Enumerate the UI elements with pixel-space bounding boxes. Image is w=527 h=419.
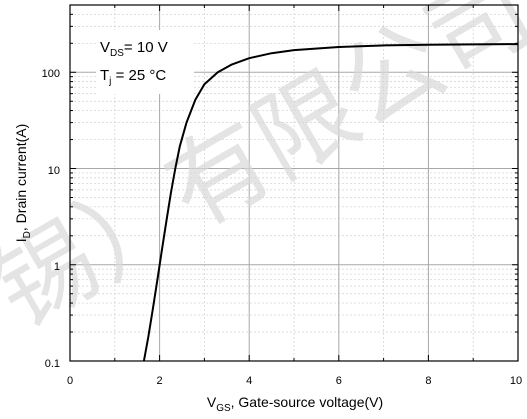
annotation-vds-main: V xyxy=(100,39,110,56)
x-axis-label-rest: , Gate-source voltage(V) xyxy=(231,394,384,410)
major-grid xyxy=(70,5,518,361)
x-tick-label-4: 4 xyxy=(246,375,252,387)
x-tick-label-2: 2 xyxy=(157,375,163,387)
annotation-background xyxy=(96,30,194,94)
y-tick-label-1: 1 xyxy=(54,261,60,273)
x-axis-label-sub: GS xyxy=(216,403,231,414)
y-tick-label-100: 100 xyxy=(42,68,60,80)
minor-grid xyxy=(70,4,518,361)
watermark: 锡）有限公司 xyxy=(0,0,527,351)
annotation-box: VDS= 10 V Tj = 25 °C xyxy=(96,30,194,94)
y-axis-label-sub: D xyxy=(22,231,33,238)
x-axis-label-main: V xyxy=(207,394,217,410)
y-tick-label-0.1: 0.1 xyxy=(45,358,60,370)
x-tick-label-6: 6 xyxy=(336,375,342,387)
y-axis-label-rest: , Drain current(A) xyxy=(13,124,29,231)
plot-frame xyxy=(69,4,519,362)
x-axis-label: VGS, Gate-source voltage(V) xyxy=(207,394,383,414)
x-tick-label-8: 8 xyxy=(425,375,431,387)
y-axis-label-main: I xyxy=(13,238,29,242)
annotation-vds-rest: = 10 V xyxy=(124,39,168,56)
x-tick-labels: 0 2 4 6 8 10 xyxy=(67,375,522,387)
series-line-drain-current xyxy=(142,43,519,362)
annotation-tj-sub: j xyxy=(108,76,111,87)
x-tick-label-0: 0 xyxy=(67,375,73,387)
annotation-tj-rest: = 25 °C xyxy=(111,67,166,84)
annotation-vds-sub: DS xyxy=(110,48,124,59)
annotation-tj-main: T xyxy=(100,67,109,84)
annotation-vds: VDS= 10 V xyxy=(100,39,168,59)
y-tick-label-10: 10 xyxy=(48,165,60,177)
x-tick-label-10: 10 xyxy=(510,375,522,387)
y-tick-labels: 0.1 1 10 100 xyxy=(42,68,60,370)
y-axis-label: ID, Drain current(A) xyxy=(13,124,33,242)
annotation-tj: Tj = 25 °C xyxy=(100,67,166,87)
